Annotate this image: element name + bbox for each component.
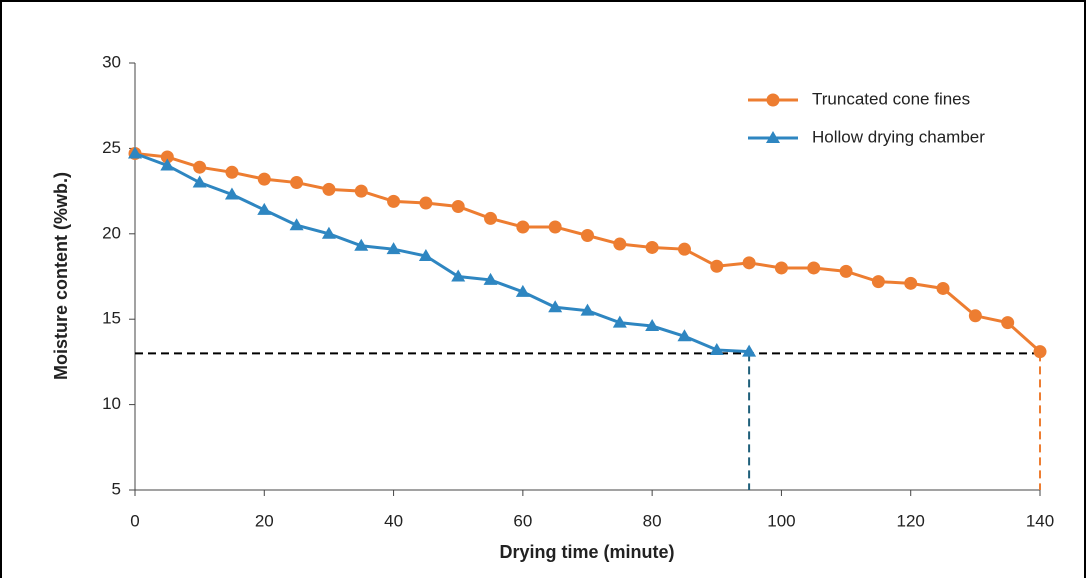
data-point <box>484 211 498 225</box>
series-line <box>134 152 1042 353</box>
data-point <box>451 269 466 282</box>
data-point <box>451 199 465 213</box>
legend-marker <box>766 131 780 143</box>
x-tick-label: 120 <box>897 511 925 530</box>
data-point <box>160 158 175 171</box>
data-point <box>322 182 336 196</box>
data-point <box>354 238 369 251</box>
data-point <box>483 272 498 285</box>
data-point <box>936 281 950 295</box>
x-tick-label: 80 <box>643 511 662 530</box>
legend-label: Truncated cone fines <box>812 89 970 108</box>
x-axis-title: Drying time (minute) <box>499 542 674 562</box>
data-point <box>193 160 207 174</box>
y-tick-label: 25 <box>102 138 121 157</box>
data-point <box>677 329 692 342</box>
data-point <box>128 146 142 159</box>
x-tick-label: 40 <box>384 511 403 530</box>
x-tick-label: 60 <box>513 511 532 530</box>
y-tick-label: 20 <box>102 223 121 242</box>
y-tick-label: 15 <box>102 309 121 328</box>
data-point <box>710 259 724 273</box>
data-point <box>257 202 272 215</box>
data-point <box>645 240 659 254</box>
data-point <box>354 184 368 198</box>
data-point <box>419 196 433 210</box>
data-point <box>612 315 627 328</box>
data-point <box>1033 345 1047 359</box>
data-point <box>839 264 853 278</box>
x-tick-label: 140 <box>1026 511 1054 530</box>
data-point <box>968 309 982 323</box>
y-tick-label: 5 <box>112 479 121 498</box>
y-tick-label: 30 <box>102 52 121 71</box>
data-point <box>548 300 563 313</box>
data-point <box>515 284 530 297</box>
data-point <box>160 150 174 164</box>
legend-marker <box>766 93 780 107</box>
data-point <box>774 261 788 275</box>
data-point <box>290 176 304 190</box>
data-point <box>742 344 757 357</box>
legend-label: Hollow drying chamber <box>812 127 985 146</box>
data-point <box>1001 316 1015 330</box>
data-point <box>386 242 401 255</box>
data-point <box>645 319 660 332</box>
x-tick-label: 20 <box>255 511 274 530</box>
data-point <box>418 249 433 262</box>
data-point <box>677 242 691 256</box>
data-point <box>871 275 885 289</box>
data-point <box>548 220 562 234</box>
series-line <box>134 152 750 354</box>
data-point <box>225 165 239 179</box>
x-tick-label: 0 <box>130 511 139 530</box>
data-point <box>807 261 821 275</box>
y-axis-title: Moisture content (%wb.) <box>51 172 71 380</box>
data-point <box>257 172 271 186</box>
data-point <box>516 220 530 234</box>
data-point <box>289 218 304 231</box>
y-tick-label: 10 <box>102 394 121 413</box>
data-point <box>580 303 595 316</box>
data-point <box>904 276 918 290</box>
data-point <box>709 342 724 355</box>
data-point <box>387 194 401 208</box>
x-tick-label: 100 <box>767 511 795 530</box>
data-point <box>742 256 756 270</box>
data-point <box>192 175 207 188</box>
data-point <box>224 187 239 200</box>
data-point <box>581 229 594 243</box>
data-point <box>613 237 627 251</box>
data-point <box>321 226 336 239</box>
